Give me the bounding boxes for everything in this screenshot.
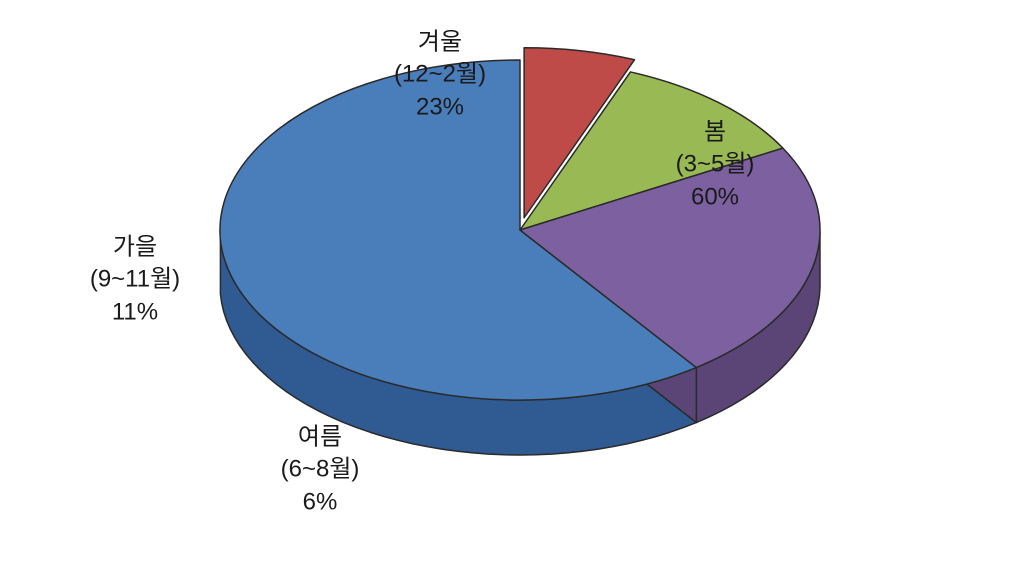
slice-label-percent: 11% [90,296,180,328]
slice-label-name: 봄 [676,116,755,148]
pie-chart-3d: 봄(3~5월)60% 여름(6~8월)6% 가을(9~11월)11% 겨울(12~2월… [0,0,1024,564]
slice-label-percent: 6% [281,486,360,518]
slice-label: 가을(9~11월)11% [90,231,180,328]
slice-label-percent: 60% [676,181,755,213]
slice-label: 봄(3~5월)60% [676,116,755,213]
slice-label-name: 겨울 [394,26,486,58]
slice-label: 여름(6~8월)6% [281,421,360,518]
slice-label-sub: (3~5월) [676,149,755,181]
slice-label-percent: 23% [394,91,486,123]
slice-label-sub: (12~2월) [394,59,486,91]
slice-label-sub: (6~8월) [281,454,360,486]
slice-label-name: 가을 [90,231,180,263]
slice-label: 겨울(12~2월)23% [394,26,486,123]
slice-label-name: 여름 [281,421,360,453]
slice-label-sub: (9~11월) [90,264,180,296]
